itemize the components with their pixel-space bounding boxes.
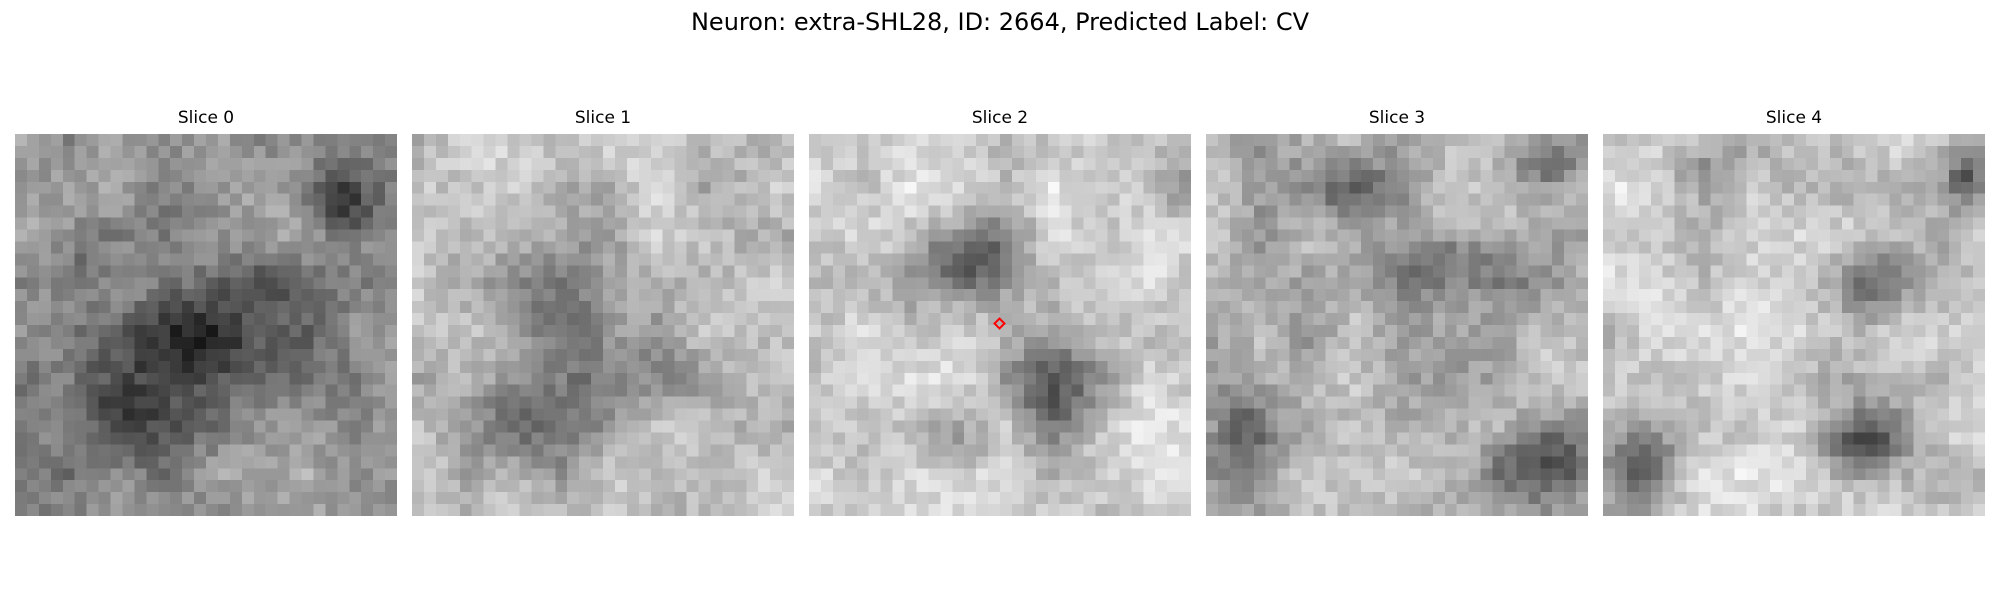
slice-title: Slice 1: [574, 108, 632, 128]
slice-image: [412, 134, 794, 516]
slice-title: Slice 0: [177, 108, 235, 128]
slice-title: Slice 3: [1368, 108, 1426, 128]
slice-image: [1603, 134, 1985, 516]
slice-title: Slice 2: [971, 108, 1029, 128]
slice-title: Slice 4: [1765, 108, 1823, 128]
slice-image: [809, 134, 1191, 516]
slice-image: [1206, 134, 1588, 516]
slice-image: [15, 134, 397, 516]
figure-title: Neuron: extra-SHL28, ID: 2664, Predicted…: [690, 8, 1310, 36]
